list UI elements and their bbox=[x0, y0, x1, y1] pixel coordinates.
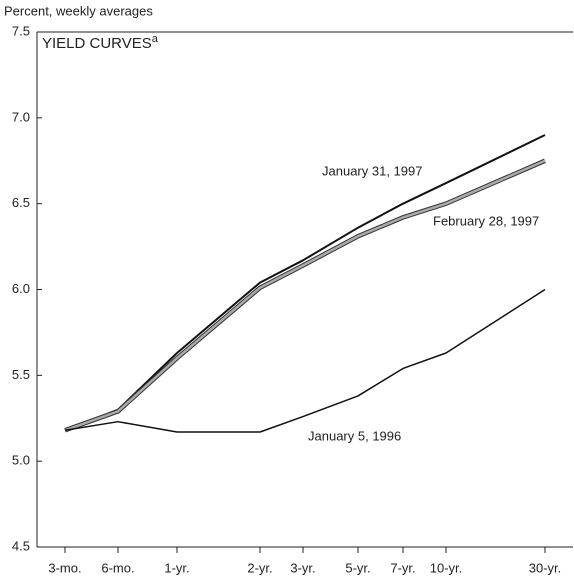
title-superscript: a bbox=[152, 33, 159, 45]
x-tick-label: 30-yr. bbox=[529, 560, 562, 575]
series-line bbox=[64, 159, 546, 432]
y-axis-label: Percent, weekly averages bbox=[4, 3, 153, 18]
series-label: February 28, 1997 bbox=[433, 213, 539, 228]
x-tick-label: 5-yr. bbox=[345, 560, 370, 575]
title-text: YIELD CURVES bbox=[42, 35, 152, 52]
x-tick-label: 10-yr. bbox=[430, 560, 463, 575]
x-tick-label: 1-yr. bbox=[164, 560, 189, 575]
y-tick-label: 4.5 bbox=[12, 538, 30, 553]
chart-title: YIELD CURVESa bbox=[42, 33, 159, 52]
series-label: January 31, 1997 bbox=[322, 163, 422, 178]
series-label: January 5, 1996 bbox=[308, 428, 401, 443]
x-tick-label: 2-yr. bbox=[247, 560, 272, 575]
x-tick-label: 6-mo. bbox=[101, 560, 134, 575]
y-tick-label: 7.0 bbox=[12, 109, 30, 124]
x-tick-label: 3-mo. bbox=[48, 560, 81, 575]
y-tick-label: 6.0 bbox=[12, 281, 30, 296]
y-tick-label: 5.5 bbox=[12, 367, 30, 382]
series-line bbox=[64, 288, 546, 433]
y-tick-label: 7.5 bbox=[12, 23, 30, 38]
x-tick-label: 7-yr. bbox=[390, 560, 415, 575]
series-line bbox=[64, 134, 546, 432]
y-tick-label: 5.0 bbox=[12, 453, 30, 468]
x-tick-label: 3-yr. bbox=[290, 560, 315, 575]
y-tick-label: 6.5 bbox=[12, 195, 30, 210]
plot-frame bbox=[36, 31, 573, 548]
series-outline bbox=[64, 158, 546, 433]
